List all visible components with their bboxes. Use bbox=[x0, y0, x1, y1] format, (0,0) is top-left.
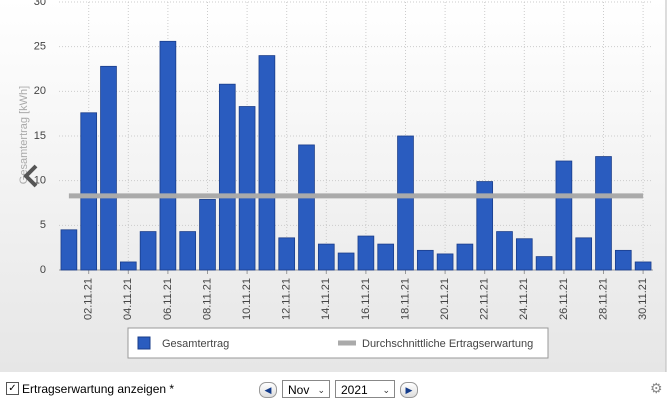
x-tick-label: 22.11.21 bbox=[479, 278, 491, 320]
checkbox-label: Ertragserwartung anzeigen * bbox=[22, 382, 175, 396]
bar bbox=[298, 144, 315, 271]
bar bbox=[614, 249, 632, 271]
bar bbox=[634, 261, 652, 271]
bar bbox=[555, 160, 573, 271]
prev-month-button[interactable]: ◀ bbox=[259, 382, 277, 398]
bar bbox=[258, 55, 276, 271]
checkbox[interactable]: ✓ bbox=[6, 382, 19, 395]
y-tick-label: 5 bbox=[40, 219, 46, 231]
bar bbox=[397, 135, 414, 271]
bar bbox=[139, 231, 157, 271]
x-tick-label: 10.11.21 bbox=[241, 278, 253, 320]
bar bbox=[100, 65, 117, 271]
bar bbox=[456, 243, 474, 271]
y-tick-label: 30 bbox=[34, 0, 46, 8]
y-tick-label: 0 bbox=[40, 264, 46, 276]
legend-box bbox=[127, 327, 549, 359]
bar bbox=[436, 253, 454, 271]
bar bbox=[377, 243, 395, 271]
x-tick-label: 30.11.21 bbox=[637, 278, 649, 320]
prev-arrow[interactable] bbox=[23, 164, 38, 188]
bar bbox=[238, 106, 256, 271]
bar bbox=[199, 199, 216, 271]
x-tick-label: 28.11.21 bbox=[597, 278, 609, 320]
control-bar: ✓ Ertragserwartung anzeigen * ◀ Nov ⌄ 202… bbox=[0, 378, 672, 403]
bar bbox=[119, 261, 137, 271]
x-tick-label: 26.11.21 bbox=[558, 278, 570, 320]
legend-swatch bbox=[137, 336, 151, 350]
x-tick-label: 04.11.21 bbox=[122, 278, 134, 320]
bar bbox=[357, 235, 375, 271]
bar bbox=[60, 229, 78, 271]
year-select[interactable]: 2021 ⌄ bbox=[335, 380, 395, 398]
y-tick-label: 20 bbox=[34, 85, 46, 97]
bar bbox=[179, 231, 197, 271]
x-tick-label: 08.11.21 bbox=[201, 278, 213, 320]
bar bbox=[317, 243, 335, 271]
y-tick-label: 25 bbox=[34, 41, 46, 53]
bar bbox=[476, 181, 494, 271]
bar bbox=[218, 83, 236, 271]
month-select[interactable]: Nov ⌄ bbox=[282, 380, 330, 398]
bar bbox=[496, 231, 513, 271]
settings-icon[interactable]: ⚙ bbox=[650, 380, 663, 396]
legend-label: Durchschnittliche Ertragserwartung bbox=[362, 338, 533, 350]
y-tick-label: 10 bbox=[34, 175, 46, 187]
x-tick-label: 06.11.21 bbox=[162, 278, 174, 320]
x-tick-label: 24.11.21 bbox=[518, 278, 530, 320]
x-tick-label: 16.11.21 bbox=[360, 278, 372, 320]
bar bbox=[80, 112, 98, 271]
chart: 0 5 10 15 20 25 30 02.11.21 04.11.21 06.11.21 08.1… bbox=[0, 0, 667, 372]
year-value: 2021 bbox=[341, 383, 368, 397]
x-tick-label: 18.11.21 bbox=[399, 278, 411, 320]
y-axis-label: Gesamtertrag [kWh] bbox=[18, 86, 30, 184]
next-month-button[interactable]: ▶ bbox=[400, 382, 418, 398]
x-tick-label: 12.11.21 bbox=[281, 278, 293, 320]
x-tick-label: 20.11.21 bbox=[439, 278, 451, 320]
bar bbox=[575, 237, 593, 271]
x-tick-label: 14.11.21 bbox=[320, 278, 332, 320]
bar bbox=[515, 238, 533, 271]
bar bbox=[416, 249, 434, 271]
month-value: Nov bbox=[288, 383, 310, 397]
y-tick-label: 15 bbox=[34, 130, 46, 142]
x-tick-label: 02.11.21 bbox=[83, 278, 95, 320]
bar bbox=[535, 256, 553, 271]
bar bbox=[278, 237, 296, 271]
legend-label: Gesamtertrag bbox=[162, 338, 229, 350]
bar bbox=[595, 156, 612, 271]
bar bbox=[337, 252, 355, 271]
bar bbox=[159, 40, 177, 271]
